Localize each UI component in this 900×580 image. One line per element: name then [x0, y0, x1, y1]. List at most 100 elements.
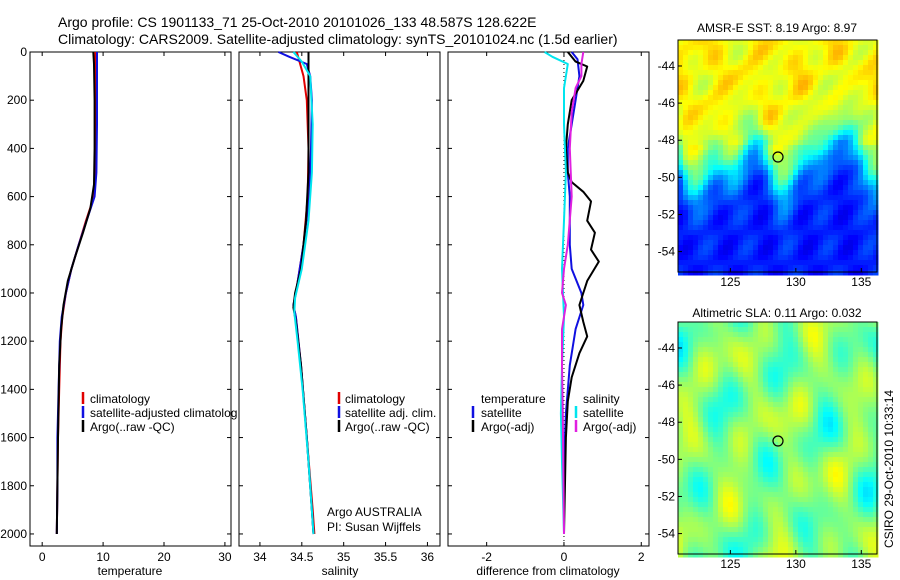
sla-map-cell [803, 382, 809, 388]
sst-map-cell [748, 215, 754, 221]
sst-map-cell [798, 250, 804, 256]
sla-map-cell [693, 547, 699, 553]
sla-map-cell [793, 402, 799, 408]
sst-map-cell [873, 100, 879, 106]
sla-map-cell [723, 537, 729, 543]
sst-map-cell [788, 100, 794, 106]
sst-map-cell [833, 140, 839, 146]
sst-map-cell [758, 150, 764, 156]
sst-map-cell [808, 260, 814, 266]
sst-map-cell [868, 170, 874, 176]
sla-map-cell [748, 512, 754, 518]
sla-map-cell [728, 427, 734, 433]
sla-map-cell [713, 322, 719, 328]
sst-map-cell [828, 70, 834, 76]
sst-map-cell [718, 150, 724, 156]
sla-map-cell [728, 377, 734, 383]
sla-map-cell [823, 377, 829, 383]
sst-map-cell [868, 255, 874, 261]
sst-map-cell [838, 255, 844, 261]
sst-map-cell [843, 190, 849, 196]
sst-map-cell [863, 150, 869, 156]
sla-map-cell [743, 472, 749, 478]
sla-map-cell [698, 527, 704, 533]
sla-map-cell [833, 387, 839, 393]
sla-map-cell [713, 372, 719, 378]
sst-map-cell [718, 175, 724, 181]
sla-map-cell [808, 507, 814, 513]
sla-map-cell [738, 357, 744, 363]
sla-map-cell [748, 432, 754, 438]
salinity-series-cyan-line [292, 51, 315, 535]
sst-map-cell [718, 200, 724, 206]
sla-map-cell [723, 437, 729, 443]
sla-map-cell [803, 362, 809, 368]
sst-map-cell [793, 140, 799, 146]
sla-map-cell [838, 362, 844, 368]
sla-map-cell [813, 337, 819, 343]
sst-map-cell [808, 250, 814, 256]
sla-map-cell [788, 497, 794, 503]
sst-map-cell [788, 125, 794, 131]
sst-map-cell [778, 155, 784, 161]
sst-map-cell [773, 185, 779, 191]
sla-map-cell [793, 337, 799, 343]
sla-map-cell [768, 377, 774, 383]
sst-map-cell [828, 135, 834, 141]
sst-map-cell [743, 85, 749, 91]
sla-map-cell [873, 487, 879, 493]
sla-map-cell [683, 432, 689, 438]
sla-map-cell [723, 367, 729, 373]
sst-map-cell [753, 265, 759, 271]
sst-map-cell [778, 115, 784, 121]
sla-map-cell [753, 417, 759, 423]
sst-map-cell [853, 145, 859, 151]
sla-map-ytick-label: -48 [658, 415, 676, 429]
sla-map-cell [733, 537, 739, 543]
sla-map-cell [838, 427, 844, 433]
sla-map-cell [698, 407, 704, 413]
sla-map-cell [863, 322, 869, 328]
sla-map-cell [688, 332, 694, 338]
sst-map-cell [808, 140, 814, 146]
sla-map-cell [723, 547, 729, 553]
sst-map-cell [748, 225, 754, 231]
sst-map-cell [868, 205, 874, 211]
sla-map-cell [813, 332, 819, 338]
sst-map-cell [833, 125, 839, 131]
sla-map-cell [778, 452, 784, 458]
sla-map-cell [713, 537, 719, 543]
sst-map-cell [708, 245, 714, 251]
sla-map-cell [833, 402, 839, 408]
sla-map-cell [758, 367, 764, 373]
sla-map-cell [853, 372, 859, 378]
sst-map-cell [723, 110, 729, 116]
sst-map-cell [778, 85, 784, 91]
sst-map-cell [843, 45, 849, 51]
sst-map-cell [838, 245, 844, 251]
sla-map-cell [803, 452, 809, 458]
sla-map-cell [833, 542, 839, 548]
sst-map-cell [758, 120, 764, 126]
sst-map-cell [708, 260, 714, 266]
sst-map-cell [713, 105, 719, 111]
sla-map-cell [863, 352, 869, 358]
sla-map-cell [753, 347, 759, 353]
sst-map-cell [763, 265, 769, 271]
sst-map-cell [703, 135, 709, 141]
sla-map-cell [788, 327, 794, 333]
sla-map-cell [873, 512, 879, 518]
sla-map-cell [698, 472, 704, 478]
sst-map-cell [803, 75, 809, 81]
sla-map-cell [713, 412, 719, 418]
sla-map-cell [698, 497, 704, 503]
sla-map-cell [753, 322, 759, 328]
sla-map-cell [753, 337, 759, 343]
sla-map-cell [703, 322, 709, 328]
sla-map-cell [813, 407, 819, 413]
sla-map-cell [818, 517, 824, 523]
sst-map-cell [768, 55, 774, 61]
sla-map-cell [783, 332, 789, 338]
sla-map-cell [808, 462, 814, 468]
sla-map-cell [693, 532, 699, 538]
